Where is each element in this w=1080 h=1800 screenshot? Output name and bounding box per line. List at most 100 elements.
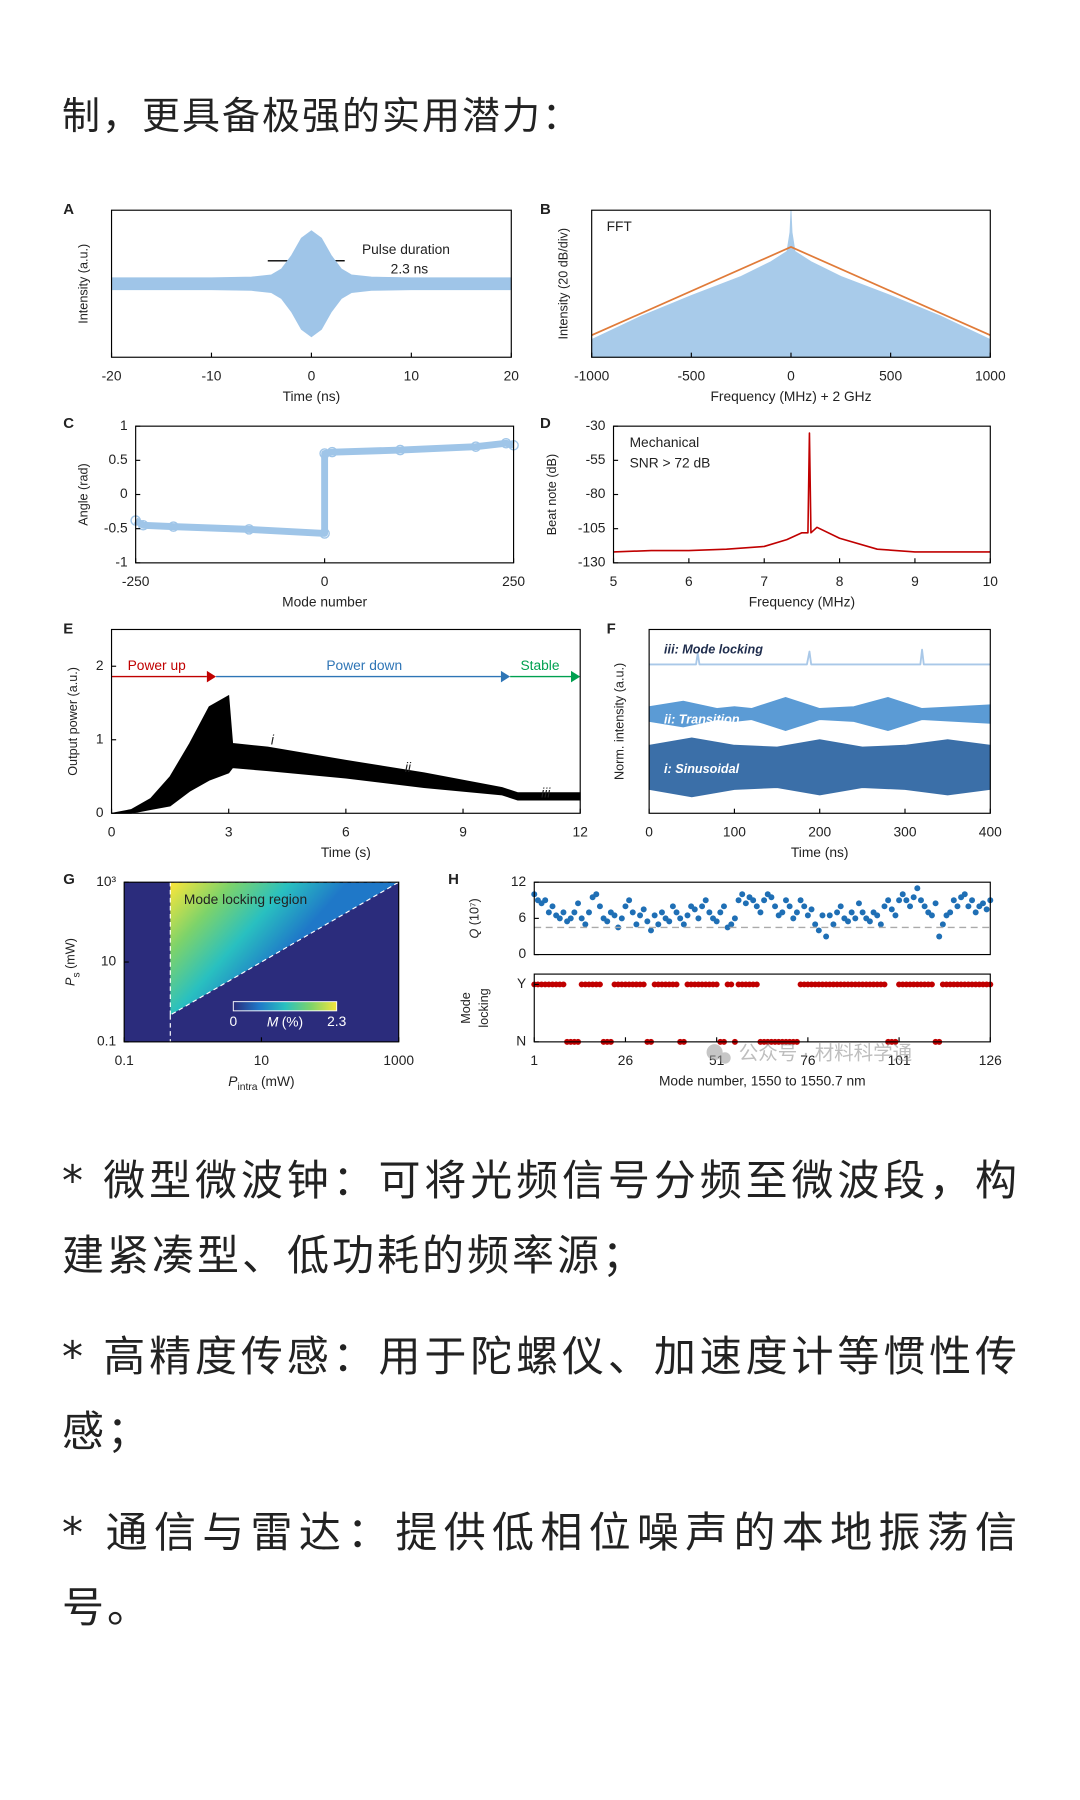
point <box>680 921 687 928</box>
panel-letter: G <box>63 871 75 888</box>
x-tick-label: 26 <box>618 1053 634 1068</box>
point <box>859 909 866 916</box>
panel-letter: B <box>540 201 551 218</box>
point <box>866 918 873 925</box>
point <box>702 897 709 904</box>
point <box>669 903 676 910</box>
x-tick-label: 400 <box>979 824 1002 839</box>
axes-frame <box>533 973 991 1043</box>
y-tick-label: 10³ <box>96 874 116 889</box>
point <box>797 897 804 904</box>
point <box>684 912 691 919</box>
point <box>947 909 954 916</box>
x-tick-label: 0 <box>321 574 329 589</box>
point <box>611 912 618 919</box>
point <box>786 903 793 910</box>
y-axis-label: locking <box>477 988 491 1027</box>
panel: D 5 6 7 8 9 10 -130 -105 -80 -55 -30 Frequency (MHz)… <box>540 415 998 610</box>
y-tick-label: -1 <box>115 554 127 569</box>
label-symbol: P <box>228 1074 238 1089</box>
panel: H 0 6 12 Q (10⁷) <box>448 871 994 961</box>
point <box>848 909 855 916</box>
y-axis-label: Output power (a.u.) <box>66 667 80 776</box>
annotation: Power down <box>326 658 402 673</box>
colorbar-max: 2.3 <box>327 1014 346 1029</box>
point <box>983 906 990 913</box>
point <box>673 981 680 988</box>
panel-letter: C <box>63 415 74 432</box>
x-axis-label: Mode number, 1550 to 1550.7 nm <box>659 1074 866 1089</box>
point <box>819 912 826 919</box>
point <box>961 891 968 898</box>
label-unit: (mW) <box>64 938 78 969</box>
annotation: FFT <box>607 219 633 234</box>
point <box>914 885 921 892</box>
y-axis-label: Angle (rad) <box>76 463 90 525</box>
series-label: i: Sinusoidal <box>664 762 740 776</box>
y-tick-label: -0.5 <box>104 520 128 535</box>
point <box>972 909 979 916</box>
annotation: SNR > 72 dB <box>630 456 711 471</box>
point <box>629 909 636 916</box>
panel: B -1000 -500 0 500 1000 Frequency (MHz) + 2 GH… <box>540 201 1006 404</box>
point <box>812 921 819 928</box>
point <box>742 900 749 907</box>
point <box>567 915 574 922</box>
label-subscript: s <box>72 972 83 977</box>
colorbar-symbol: M <box>267 1014 279 1029</box>
point <box>772 903 779 910</box>
x-axis-label: Mode number <box>282 595 367 610</box>
colorbar-label: M (%) <box>267 1014 303 1029</box>
y-tick-label: 6 <box>519 910 527 925</box>
point <box>618 915 625 922</box>
x-tick-label: 12 <box>573 824 588 839</box>
label-symbol: P <box>64 977 78 986</box>
point <box>808 906 815 913</box>
point <box>782 897 789 904</box>
point <box>640 906 647 913</box>
point <box>826 912 833 919</box>
point <box>768 894 775 901</box>
point <box>658 909 665 916</box>
y-tick-label: 0 <box>120 486 128 501</box>
y-tick-label: -80 <box>586 486 606 501</box>
label-unit: (10⁷) <box>468 898 482 925</box>
point <box>845 918 851 925</box>
point <box>917 897 924 904</box>
x-tick-label: 200 <box>808 824 831 839</box>
point <box>830 921 837 928</box>
x-tick-label: -10 <box>202 368 222 383</box>
marker <box>470 441 482 452</box>
point <box>939 921 946 928</box>
y-tick-label: -55 <box>586 452 606 467</box>
point <box>790 915 797 922</box>
point <box>691 906 698 913</box>
point <box>571 909 578 916</box>
point <box>713 918 720 925</box>
x-tick-label: -1000 <box>574 368 610 383</box>
series-label: iii: Mode locking <box>664 643 763 657</box>
point <box>739 891 746 898</box>
x-tick-label: 1000 <box>975 368 1006 383</box>
point <box>585 909 592 916</box>
line <box>613 432 991 553</box>
y-tick-label: 10 <box>101 954 117 969</box>
x-tick-label: 126 <box>979 1053 1002 1068</box>
y-tick-label: N <box>516 1034 526 1049</box>
bullet-list: * 微型微波钟：可将光频信号分频至微波段，构建紧凑型、低功耗的频率源； * 高精… <box>62 1143 1020 1671</box>
series-label: ii: Transition <box>664 713 740 727</box>
x-tick-label: 20 <box>504 368 520 383</box>
panel-letter: H <box>448 871 459 888</box>
point <box>921 903 928 910</box>
point <box>706 909 713 916</box>
area <box>111 694 581 814</box>
point <box>874 912 881 919</box>
x-tick-label: 6 <box>685 574 693 589</box>
point <box>556 915 563 922</box>
point <box>713 981 720 988</box>
annotation: Power up <box>128 658 186 673</box>
x-tick-label: 8 <box>836 574 844 589</box>
point <box>892 912 899 919</box>
